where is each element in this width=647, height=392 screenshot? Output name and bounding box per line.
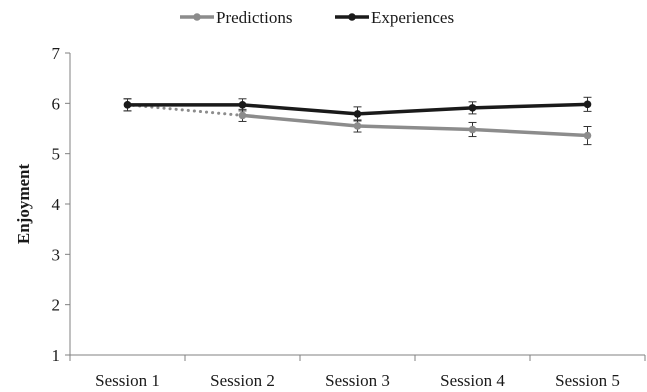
y-tick-label: 2	[52, 296, 61, 315]
legend-item-experiences: Experiences	[335, 8, 454, 27]
legend-label: Experiences	[371, 8, 454, 27]
x-tick-label: Session 4	[440, 371, 505, 390]
predictions-point	[238, 111, 247, 120]
series-experiences	[123, 96, 592, 122]
y-tick-label: 7	[52, 44, 61, 63]
legend: Predictions Experiences	[180, 8, 454, 27]
legend-swatch-marker	[348, 13, 356, 21]
experiences-point	[583, 100, 592, 109]
y-tick-label: 3	[52, 245, 61, 264]
experiences-point	[238, 101, 247, 109]
experiences-line-segment	[242, 103, 358, 116]
x-tick-label: Session 2	[210, 371, 275, 390]
experiences-point	[123, 101, 132, 109]
plot-area	[123, 96, 592, 146]
y-tick-label: 6	[52, 94, 61, 113]
x-tick-label: Session 3	[325, 371, 390, 390]
experiences-line-segment	[472, 102, 588, 110]
y-axis-title: Enjoyment	[14, 164, 33, 245]
experiences-point	[353, 110, 362, 118]
predictions-line-segment	[242, 113, 358, 128]
predictions-point	[583, 131, 592, 140]
legend-label: Predictions	[216, 8, 293, 27]
legend-swatch-marker	[193, 13, 201, 21]
y-tick-label: 5	[52, 145, 61, 164]
y-tick-label: 1	[52, 346, 61, 365]
predictions-point	[353, 122, 362, 130]
experiences-point	[468, 104, 477, 112]
predictions-line-segment	[472, 127, 588, 138]
x-tick-label: Session 1	[95, 371, 160, 390]
experiences-line-segment	[357, 106, 473, 116]
predictions-point	[468, 125, 477, 134]
legend-item-predictions: Predictions	[180, 8, 293, 27]
predictions-line-segment	[126, 103, 244, 117]
x-tick-label: Session 5	[555, 371, 620, 390]
predictions-line-segment	[357, 124, 473, 132]
y-tick-label: 4	[52, 195, 61, 214]
axes: 1 2 3 4 5 6 7 Session 1 Session 2 Session 3 Sessio…	[52, 44, 646, 390]
